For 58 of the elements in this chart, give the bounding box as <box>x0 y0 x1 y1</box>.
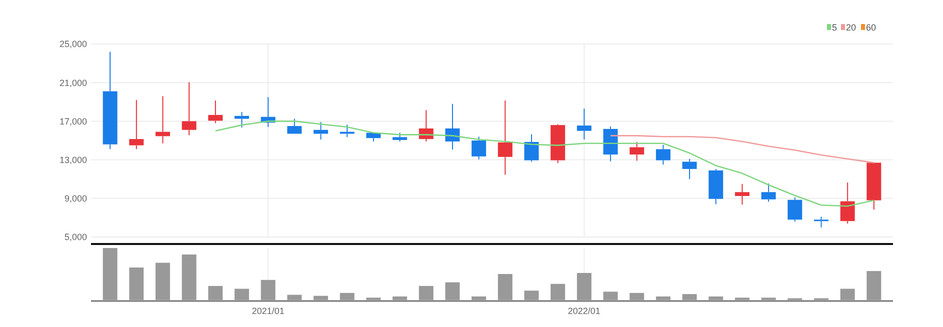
candlestick <box>445 103 460 150</box>
candlestick <box>708 168 724 205</box>
candlestick <box>182 82 196 136</box>
bar <box>840 288 855 300</box>
bar <box>498 274 512 300</box>
candlestick <box>682 158 697 180</box>
x-tick-label: 2022/01 <box>568 306 600 316</box>
bar <box>260 280 276 300</box>
bar <box>445 282 460 300</box>
x-tick-label: 2021/01 <box>252 306 284 316</box>
candlestick <box>761 182 776 202</box>
bar <box>102 248 118 300</box>
candlestick <box>498 100 512 176</box>
bar <box>156 262 170 300</box>
bar <box>392 296 408 300</box>
bar <box>603 292 618 300</box>
y-tick-label: 17,000 <box>59 116 87 126</box>
legend-label: 5 <box>832 22 838 33</box>
y-tick-label: 21,000 <box>59 78 87 88</box>
bar <box>314 296 328 300</box>
candlestick <box>840 182 855 224</box>
bar <box>129 268 144 300</box>
bar <box>287 294 302 300</box>
bar <box>656 296 670 300</box>
bar <box>550 284 566 300</box>
candlestick <box>603 126 618 162</box>
candlestick <box>630 141 644 162</box>
candlestick <box>314 122 328 140</box>
bar <box>208 286 223 300</box>
bar <box>866 271 882 300</box>
legend-label: 20 <box>846 22 856 33</box>
y-tick-label: 13,000 <box>59 154 87 165</box>
candlestick <box>208 100 223 124</box>
candlestick <box>814 216 828 228</box>
bar <box>682 294 697 300</box>
candlestick <box>734 183 750 206</box>
bar <box>708 296 724 300</box>
bar <box>524 290 539 300</box>
candlestick <box>156 96 170 144</box>
y-tick-label: 5,000 <box>64 232 87 242</box>
bar <box>182 254 196 300</box>
y-tick-label: 9,000 <box>64 194 87 204</box>
bar <box>630 292 644 300</box>
bar <box>340 292 354 300</box>
candlestick <box>102 51 118 150</box>
candlestick <box>234 112 250 128</box>
candlestick <box>550 124 566 164</box>
candlestick <box>129 99 144 150</box>
bar <box>576 272 592 300</box>
candlestick <box>576 108 592 140</box>
candlestick <box>524 134 539 162</box>
y-tick-label: 25,000 <box>59 39 87 50</box>
candlestick <box>788 196 802 222</box>
candlestick <box>656 144 670 166</box>
bar <box>472 296 486 300</box>
bar <box>234 288 250 300</box>
bar <box>418 286 434 300</box>
legend-label: 60 <box>866 22 876 33</box>
